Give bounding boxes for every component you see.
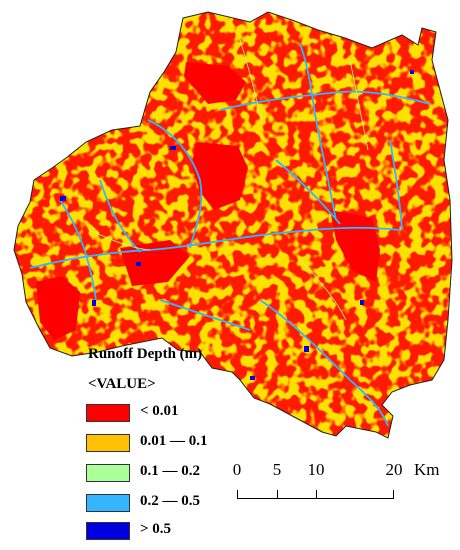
legend-item: 0.1 — 0.2 (86, 462, 246, 482)
scale-tick-label: 0 (232, 460, 242, 479)
scale-tick-label: 20 (385, 460, 403, 479)
low-runoff-zone (192, 142, 248, 210)
low-runoff-zone (184, 62, 246, 104)
legend-item-label: > 0.5 (140, 521, 172, 537)
legend-item: 0.01 — 0.1 (86, 432, 246, 452)
legend-item: 0.2 — 0.5 (86, 492, 246, 512)
legend-item: > 0.5 (86, 520, 246, 540)
legend-item-label: 0.2 — 0.5 (140, 493, 200, 509)
stream-network (29, 43, 431, 427)
legend-item-label: 0.1 — 0.2 (140, 463, 200, 479)
legend-item-label: < 0.01 (140, 403, 179, 419)
legend-title: Runoff Depth (m) (88, 346, 203, 362)
legend-item-label: 0.01 — 0.1 (140, 433, 208, 449)
scale-line (237, 490, 394, 500)
legend-swatch (86, 464, 130, 482)
minor-channels (89, 39, 369, 321)
basin-boundary (13, 11, 453, 439)
legend-swatch (86, 522, 130, 540)
high-runoff-patches (60, 70, 414, 380)
legend-swatch (86, 494, 130, 512)
scale-bar: 0 5 10 20 Km (222, 460, 458, 520)
map-legend: Runoff Depth (m) <VALUE> < 0.01 0.01 — 0… (86, 346, 246, 546)
low-runoff-zone (36, 276, 80, 340)
scale-tick-label: 5 (272, 460, 282, 479)
legend-swatch (86, 404, 130, 422)
scale-unit-label: Km (414, 460, 440, 479)
legend-item: < 0.01 (86, 402, 246, 422)
scale-tick-label: 10 (307, 460, 325, 479)
legend-subtitle: <VALUE> (88, 376, 156, 392)
legend-swatch (86, 434, 130, 452)
